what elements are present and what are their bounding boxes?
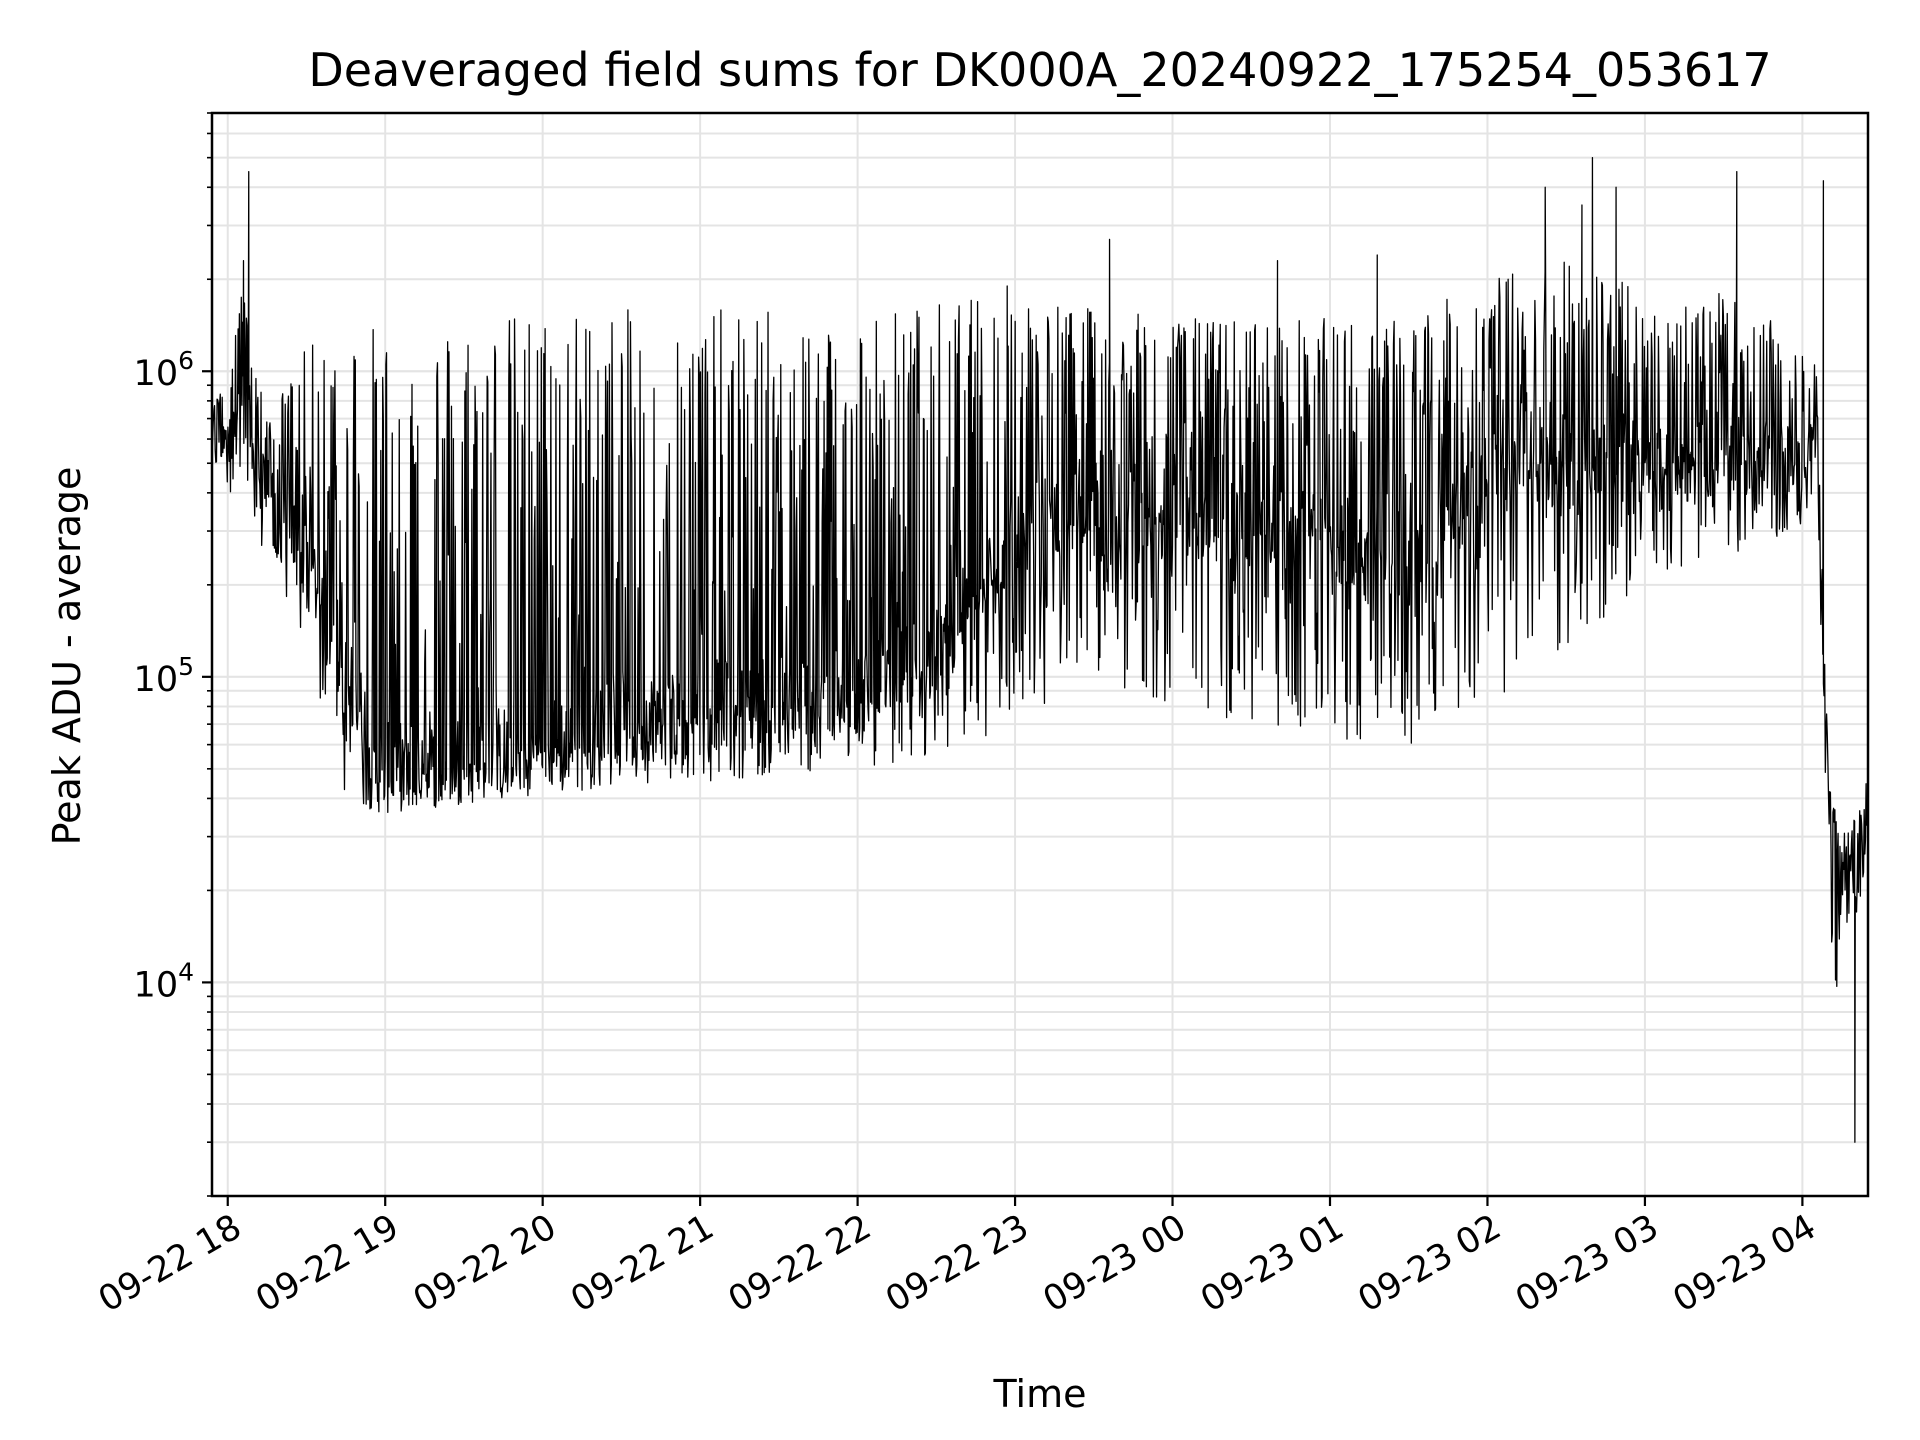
x-axis-label: Time <box>993 1372 1087 1416</box>
plot-area <box>212 157 1868 1143</box>
series-line <box>212 157 1868 1143</box>
plot-frame <box>210 111 1870 1198</box>
y-axis-label: Peak ADU - average <box>45 467 89 846</box>
y-axis: 104 105 106 <box>134 112 212 1197</box>
chart-title: Deaveraged field sums for DK000A_2024092… <box>308 43 1771 97</box>
y-tick-label: 104 <box>134 957 194 1005</box>
y-tick-label: 106 <box>134 346 194 394</box>
y-tick-label: 105 <box>134 652 194 700</box>
